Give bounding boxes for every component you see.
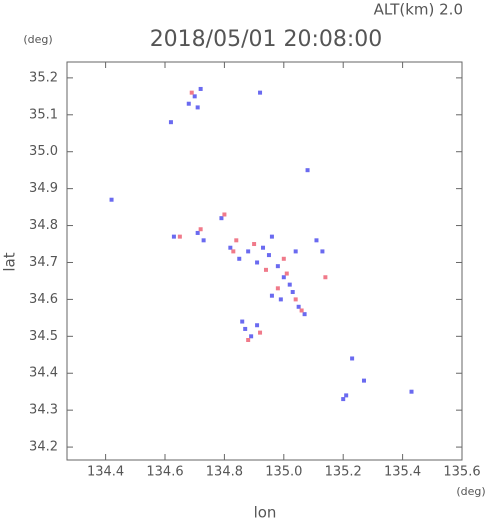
echo-point <box>201 238 206 243</box>
x-axis-label: lon <box>254 504 277 521</box>
echo-point <box>290 290 295 295</box>
echo-point <box>341 397 346 402</box>
echo-point <box>171 234 176 239</box>
echo-point <box>320 249 325 254</box>
echo-point <box>302 312 307 317</box>
y-tick-label: 34.2 <box>29 440 58 455</box>
y-tick-label: 35.1 <box>29 107 58 122</box>
echo-point <box>198 86 203 91</box>
x-tick-label: 134.6 <box>146 465 183 480</box>
echo-point <box>237 256 242 261</box>
echo-point <box>177 234 182 239</box>
echo-point <box>258 90 263 95</box>
echo-point <box>231 249 236 254</box>
echo-point <box>281 256 286 261</box>
echo-point <box>255 323 260 328</box>
echo-point <box>409 389 414 394</box>
x-tick-label: 135.6 <box>443 465 480 480</box>
y-tick-label: 35.0 <box>29 144 58 159</box>
echo-point <box>246 249 251 254</box>
echo-point <box>261 245 266 250</box>
echo-point <box>269 293 274 298</box>
echo-point <box>249 334 254 339</box>
x-tick-label: 134.4 <box>87 465 124 480</box>
echo-point <box>293 249 298 254</box>
echo-point <box>255 260 260 265</box>
echo-point <box>189 90 194 95</box>
echo-point <box>186 101 191 106</box>
echo-point <box>195 105 200 110</box>
echo-point <box>252 242 257 247</box>
echo-point <box>258 330 263 335</box>
echo-point <box>344 393 349 398</box>
echo-point <box>234 238 239 243</box>
echo-point <box>109 197 114 202</box>
y-tick-label: 34.7 <box>29 255 58 270</box>
echo-point <box>281 275 286 280</box>
echo-point <box>305 168 310 173</box>
y-tick-label: 34.4 <box>29 366 58 381</box>
echo-point <box>195 230 200 235</box>
y-tick-label: 34.6 <box>29 292 58 307</box>
y-unit: (deg) <box>23 33 52 46</box>
echo-point <box>198 227 203 232</box>
plot-frame <box>66 61 463 461</box>
echo-point <box>222 212 227 217</box>
echo-point <box>168 120 173 125</box>
echo-point <box>219 216 224 221</box>
altitude-label: ALT(km) 2.0 <box>374 1 463 19</box>
echo-point <box>287 282 292 287</box>
echo-point <box>269 234 274 239</box>
echo-point <box>284 271 289 276</box>
x-tick-label: 135.2 <box>325 465 362 480</box>
echo-point <box>228 245 233 250</box>
echo-point <box>293 297 298 302</box>
chart-title: 2018/05/01 20:08:00 <box>150 27 383 52</box>
echo-point <box>361 378 366 383</box>
y-tick-label: 34.8 <box>29 218 58 233</box>
echo-point <box>263 267 268 272</box>
y-axis-label: lat <box>1 252 19 271</box>
echo-point <box>350 356 355 361</box>
echo-point <box>266 253 271 258</box>
echo-point <box>275 264 280 269</box>
y-tick-label: 34.3 <box>29 403 58 418</box>
x-tick-label: 134.8 <box>206 465 243 480</box>
echo-point <box>314 238 319 243</box>
echo-point <box>296 304 301 309</box>
y-tick-label: 35.2 <box>29 70 58 85</box>
echo-point <box>192 94 197 99</box>
x-tick-label: 135.4 <box>384 465 421 480</box>
y-tick-label: 34.9 <box>29 181 58 196</box>
echo-point <box>278 297 283 302</box>
echo-point <box>243 326 248 331</box>
echo-point <box>323 275 328 280</box>
echo-point <box>240 319 245 324</box>
x-unit: (deg) <box>456 485 485 498</box>
echo-point <box>246 338 251 343</box>
x-tick-label: 135.0 <box>265 465 302 480</box>
echo-point <box>275 286 280 291</box>
echo-point <box>299 308 304 313</box>
y-tick-label: 34.5 <box>29 329 58 344</box>
